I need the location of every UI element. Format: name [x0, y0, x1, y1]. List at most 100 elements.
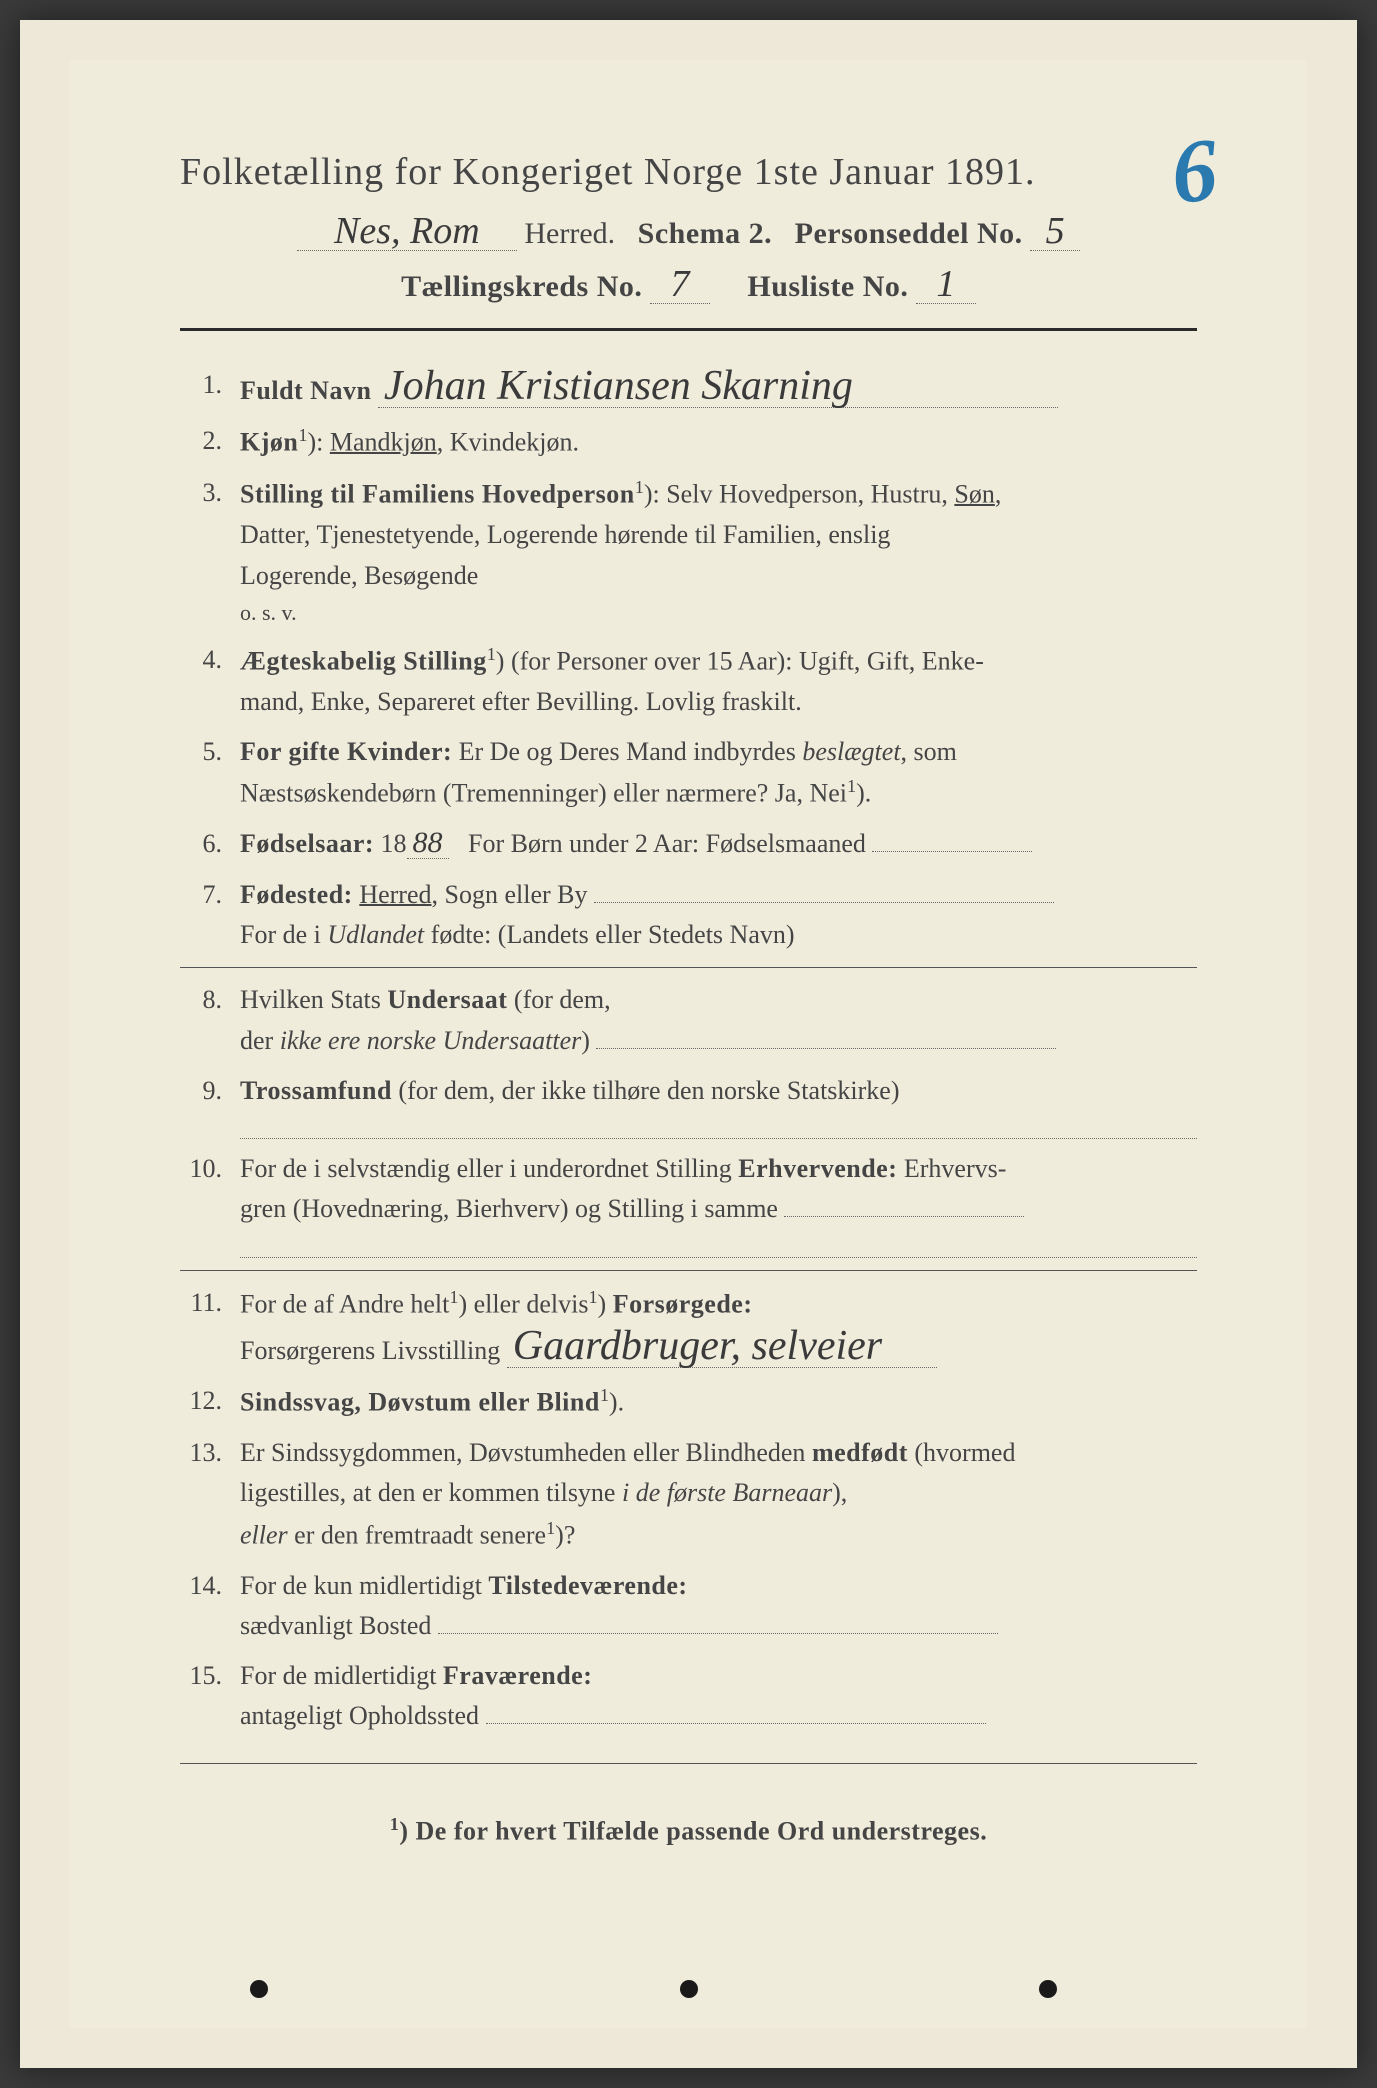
entry-2: 2. Kjøn1): Mandkjøn, Kvindekjøn. — [180, 421, 1197, 463]
label: Stilling til Familiens Hovedperson — [240, 480, 635, 509]
selected-value: Søn — [954, 480, 994, 509]
entry-num: 2. — [180, 421, 240, 463]
entry-4: 4. Ægteskabelig Stilling1) (for Personer… — [180, 640, 1197, 722]
entry-num: 7. — [180, 875, 240, 956]
label: Trossamfund — [240, 1076, 392, 1105]
entry-content: Kjøn1): Mandkjøn, Kvindekjøn. — [240, 421, 1197, 463]
entry-14: 14. For de kun midlertidigt Tilstedevære… — [180, 1566, 1197, 1647]
line2-label: Forsørgerens Livsstilling — [240, 1336, 500, 1365]
entries-list: 1. Fuldt Navn Johan Kristiansen Skarning… — [180, 365, 1197, 1737]
blank — [596, 1048, 1056, 1049]
document-page: 6 Folketælling for Kongeriget Norge 1ste… — [20, 20, 1357, 2068]
personseddel-value: 5 — [1030, 212, 1080, 251]
entry-num: 14. — [180, 1566, 240, 1647]
entry-content: For gifte Kvinder: Er De og Deres Mand i… — [240, 732, 1197, 814]
selected-value: Mandkjøn — [330, 428, 437, 457]
husliste-label: Husliste No. — [747, 270, 908, 303]
entry-content: For de kun midlertidigt Tilstedeværende:… — [240, 1566, 1197, 1647]
livsstilling-value: Gaardbruger, selveier — [507, 1325, 937, 1368]
herred-label: Herred. — [524, 217, 615, 250]
entry-content: Stilling til Familiens Hovedperson1): Se… — [240, 473, 1197, 630]
text: ), — [832, 1478, 847, 1507]
sup: 1 — [847, 776, 856, 796]
entry-11: 11. For de af Andre helt1) eller delvis1… — [180, 1283, 1197, 1371]
text: Erhvervs- — [897, 1154, 1006, 1183]
label: Tilstedeværende: — [488, 1571, 687, 1600]
entry-15: 15. For de midlertidigt Fraværende: anta… — [180, 1656, 1197, 1737]
entry-content: Ægteskabelig Stilling1) (for Personer ov… — [240, 640, 1197, 722]
line2: gren (Hovednæring, Bierhverv) og Stillin… — [240, 1189, 1197, 1229]
label: Undersaat — [387, 985, 507, 1014]
sup: 1 — [546, 1518, 555, 1538]
text: (hvormed — [908, 1438, 1016, 1467]
footnote-text: ) De for hvert Tilfælde passende Ord und… — [399, 1816, 987, 1845]
sup: 1 — [600, 1385, 609, 1405]
schema-label: Schema 2. — [638, 217, 773, 250]
line2: ligestilles, at den er kommen tilsyne i … — [240, 1473, 1197, 1513]
blank — [594, 902, 1054, 903]
punch-hole-icon — [250, 1980, 268, 1998]
label: Fødselsaar: — [240, 829, 374, 858]
husliste-value: 1 — [916, 265, 976, 304]
entry-3: 3. Stilling til Familiens Hovedperson1):… — [180, 473, 1197, 630]
text: ligestilles, at den er kommen tilsyne — [240, 1478, 622, 1507]
rule-mid-2 — [180, 1270, 1197, 1271]
line2: For de i Udlandet fødte: (Landets eller … — [240, 915, 1197, 955]
entry-content: For de af Andre helt1) eller delvis1) Fo… — [240, 1283, 1197, 1371]
text: antageligt Opholdssted — [240, 1701, 479, 1730]
text: ). — [856, 779, 871, 808]
text: Er De og Deres Mand indbyrdes — [452, 737, 802, 766]
blank — [784, 1216, 1024, 1217]
text: , Sogn eller By — [432, 880, 588, 909]
label: Fødested: — [240, 880, 353, 909]
entry-num: 10. — [180, 1149, 240, 1258]
text: ) eller delvis — [458, 1289, 588, 1318]
text: gren (Hovednæring, Bierhverv) og Stillin… — [240, 1194, 778, 1223]
header-line-2: Tællingskreds No. 7 Husliste No. 1 — [180, 265, 1197, 304]
entry-5: 5. For gifte Kvinder: Er De og Deres Man… — [180, 732, 1197, 814]
text: For de af Andre helt — [240, 1289, 449, 1318]
line2: mand, Enke, Separeret efter Bevilling. L… — [240, 682, 1197, 722]
italic: Udlandet — [327, 920, 424, 949]
footnote-sup: 1 — [390, 1814, 400, 1834]
blank-line — [240, 1117, 1197, 1139]
punch-hole-icon — [1039, 1980, 1057, 1998]
label: Ægteskabelig Stilling — [240, 647, 487, 676]
entry-num: 1. — [180, 365, 240, 411]
rule-top — [180, 328, 1197, 331]
taellingskreds-value: 7 — [650, 265, 710, 304]
entry-10: 10. For de i selvstændig eller i underor… — [180, 1149, 1197, 1258]
text: ): Selv Hovedperson, Hustru, — [644, 480, 955, 509]
line2: sædvanligt Bosted — [240, 1606, 1197, 1646]
label: Sindssvag, Døvstum eller Blind — [240, 1388, 600, 1417]
page-number-handwritten: 6 — [1168, 118, 1222, 225]
entry-content: Trossamfund (for dem, der ikke tilhøre d… — [240, 1071, 1197, 1139]
entry-num: 15. — [180, 1656, 240, 1737]
entry-content: For de midlertidigt Fraværende: antageli… — [240, 1656, 1197, 1737]
label: Fuldt Navn — [240, 376, 371, 405]
entry-content: Fødselsaar: 1888 For Børn under 2 Aar: F… — [240, 824, 1197, 864]
entry-7: 7. Fødested: Herred, Sogn eller By For d… — [180, 875, 1197, 956]
entry-num: 4. — [180, 640, 240, 722]
italic: eller — [240, 1520, 288, 1549]
entry-12: 12. Sindssvag, Døvstum eller Blind1). — [180, 1381, 1197, 1423]
entry-content: Hvilken Stats Undersaat (for dem, der ik… — [240, 980, 1197, 1061]
text: sædvanligt Bosted — [240, 1611, 431, 1640]
year-prefix: 18 — [374, 829, 407, 858]
name-value: Johan Kristiansen Skarning — [378, 365, 1058, 408]
text: Hvilken Stats — [240, 985, 387, 1014]
entry-num: 8. — [180, 980, 240, 1061]
header-line-1: Nes, Rom Herred. Schema 2. Personseddel … — [180, 212, 1197, 251]
entry-content: Sindssvag, Døvstum eller Blind1). — [240, 1381, 1197, 1423]
entry-num: 3. — [180, 473, 240, 630]
footnote: 1) De for hvert Tilfælde passende Ord un… — [180, 1814, 1197, 1847]
entry-6: 6. Fødselsaar: 1888 For Børn under 2 Aar… — [180, 824, 1197, 864]
label: Erhvervende: — [738, 1154, 897, 1183]
sup: 1 — [487, 644, 496, 664]
entry-8: 8. Hvilken Stats Undersaat (for dem, der… — [180, 980, 1197, 1061]
italic: ikke ere norske Undersaatter — [280, 1026, 582, 1055]
taellingskreds-label: Tællingskreds No. — [401, 270, 642, 303]
rule-bottom — [180, 1763, 1197, 1764]
text: (for dem, der ikke tilhøre den norske St… — [392, 1076, 900, 1105]
entry-num: 6. — [180, 824, 240, 864]
